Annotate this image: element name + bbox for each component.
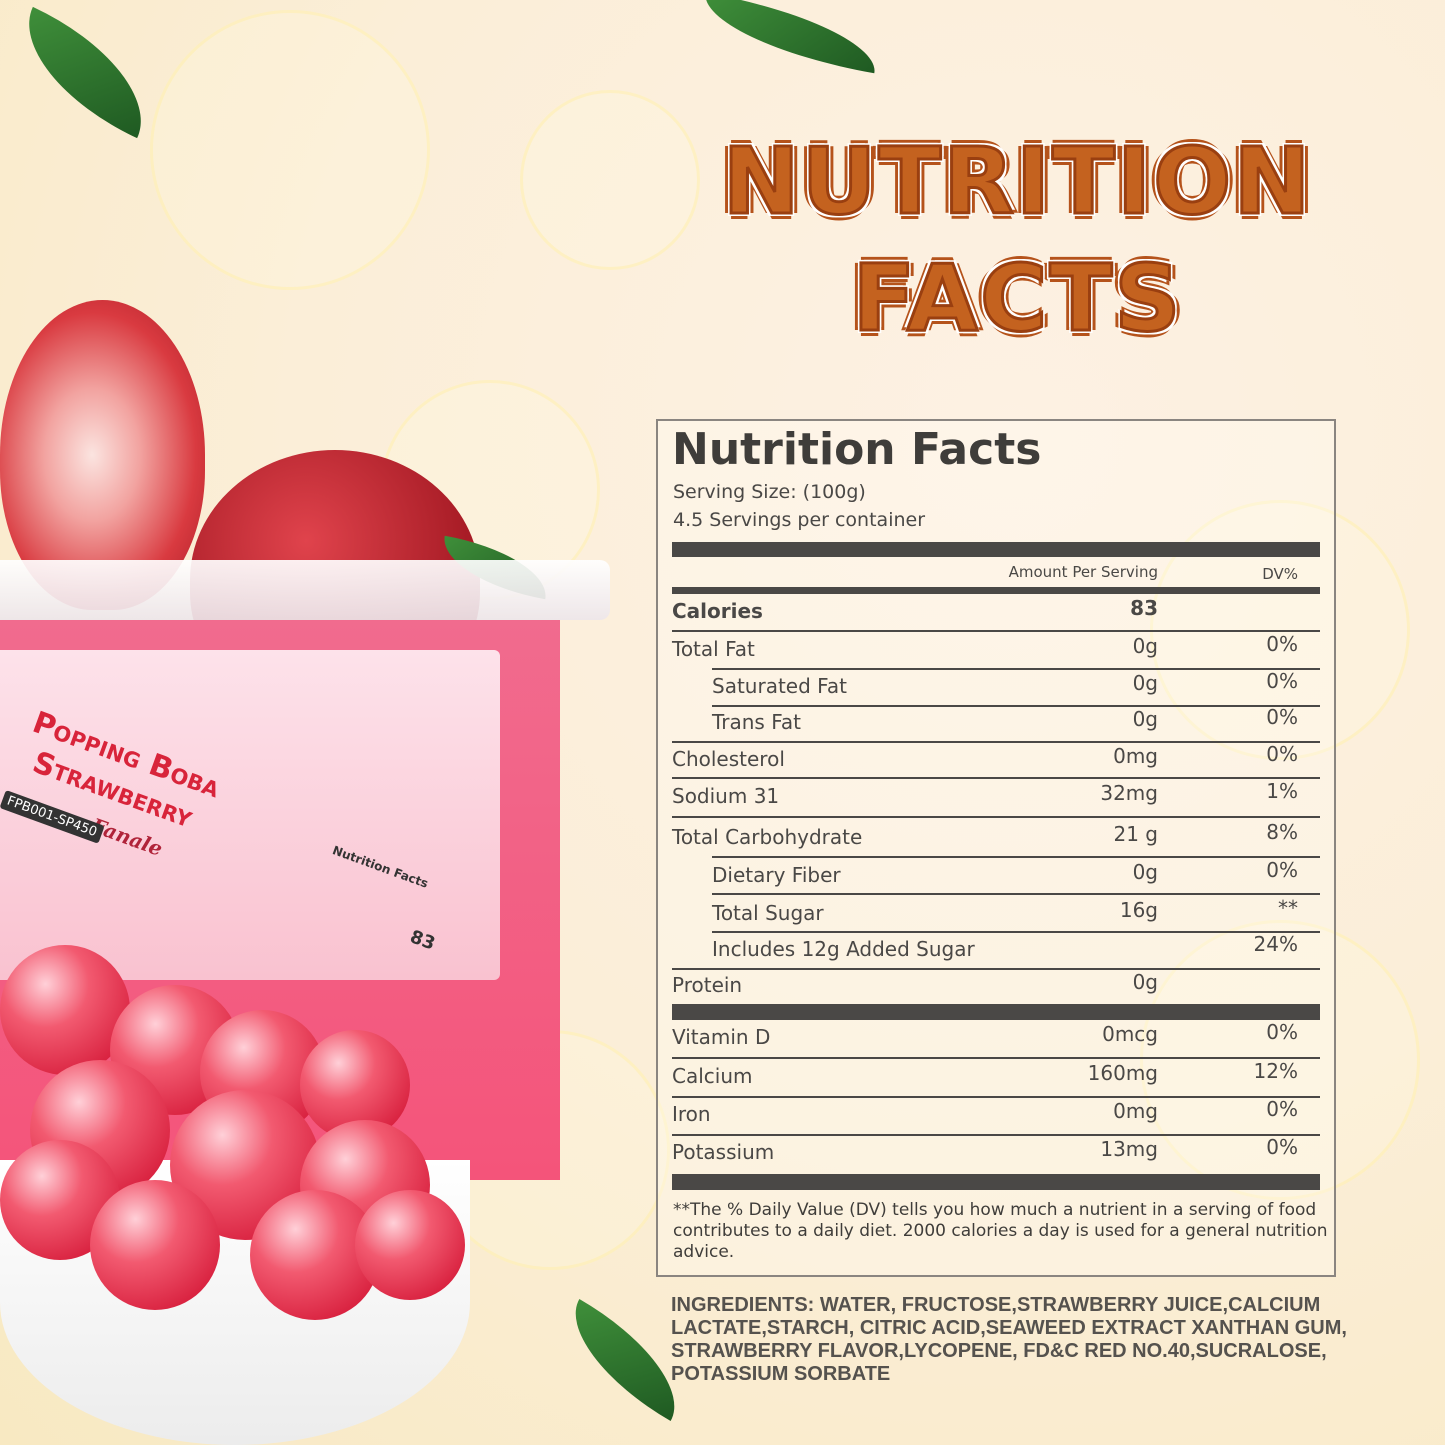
nutrient-dv: 0% <box>1266 742 1298 766</box>
nutrient-dv: 0% <box>1266 1135 1298 1159</box>
leaf-decoration <box>697 0 883 74</box>
row-divider <box>712 931 1320 933</box>
boba-pearl <box>0 945 130 1075</box>
heading-line-1: NUTRITION <box>721 127 1313 237</box>
row-divider <box>672 630 1320 632</box>
nutrient-label: Total Sugar <box>712 901 824 925</box>
panel-title: Nutrition Facts <box>672 424 1042 475</box>
row-divider <box>712 893 1320 895</box>
nutrient-dv: 24% <box>1253 932 1298 956</box>
nutrient-label: Dietary Fiber <box>712 863 841 887</box>
row-divider <box>712 668 1320 670</box>
nutrient-amount: 83 <box>1130 596 1158 620</box>
nutrient-amount: 0g <box>1132 634 1158 658</box>
nutrient-label: Trans Fat <box>712 710 801 734</box>
row-divider <box>672 741 1320 743</box>
nutrient-amount: 16g <box>1119 898 1158 922</box>
ingredients-list: INGREDIENTS: WATER, FRUCTOSE,STRAWBERRY … <box>671 1294 1347 1385</box>
nutrient-dv: 0% <box>1266 858 1298 882</box>
nutrient-label: Iron <box>672 1102 711 1126</box>
nutrient-dv: 0% <box>1266 669 1298 693</box>
nutrient-amount: 0g <box>1132 860 1158 884</box>
nutrient-dv: 1% <box>1266 779 1298 803</box>
nutrient-label: Sodium 31 <box>672 784 780 808</box>
nutrient-dv: 0% <box>1266 632 1298 656</box>
row-divider <box>712 705 1320 707</box>
boba-pearl <box>355 1190 465 1300</box>
tub-lid <box>0 560 610 620</box>
nutrient-dv: ** <box>1278 896 1298 920</box>
row-divider <box>672 816 1320 818</box>
nutrient-label: Includes 12g Added Sugar <box>712 937 975 961</box>
nutrient-label: Total Carbohydrate <box>672 825 863 849</box>
nutrient-label: Total Fat <box>672 637 755 661</box>
nutrient-amount: 0g <box>1132 970 1158 994</box>
serving-size: Serving Size: (100g) <box>673 481 866 503</box>
nutrient-amount: 160mg <box>1087 1061 1158 1085</box>
nutrient-amount: 21 g <box>1113 822 1158 846</box>
nutrient-amount: 13mg <box>1100 1137 1158 1161</box>
nutrient-label: Protein <box>672 973 743 997</box>
nutrient-label: Cholesterol <box>672 747 785 771</box>
row-divider <box>672 1134 1320 1136</box>
bubble-decoration <box>1140 920 1420 1200</box>
daily-value-footnote: **The % Daily Value (DV) tells you how m… <box>673 1200 1328 1262</box>
nutrient-dv: 12% <box>1253 1059 1298 1083</box>
medium-divider <box>672 587 1320 594</box>
nutrient-label: Potassium <box>672 1140 775 1164</box>
bubble-decoration <box>520 90 700 270</box>
heading-line-2: FACTS <box>851 244 1183 354</box>
row-divider <box>672 777 1320 779</box>
boba-pearl <box>90 1180 220 1310</box>
nutrient-amount: 0mcg <box>1102 1022 1158 1046</box>
nutrient-dv: 8% <box>1266 820 1298 844</box>
column-header-amount: Amount Per Serving <box>1008 563 1158 581</box>
servings-per-container: 4.5 Servings per container <box>673 509 926 531</box>
strawberry-half <box>0 300 205 610</box>
thick-divider <box>672 542 1320 557</box>
nutrient-dv: 0% <box>1266 1020 1298 1044</box>
thick-divider <box>672 1174 1320 1190</box>
nutrient-label: Calories <box>672 599 763 623</box>
nutrient-label: Saturated Fat <box>712 674 847 698</box>
row-divider <box>672 1057 1320 1059</box>
leaf-decoration <box>1 6 169 139</box>
nutrient-amount: 0g <box>1132 671 1158 695</box>
nutrient-label: Calcium <box>672 1064 753 1088</box>
row-divider <box>672 1096 1320 1098</box>
nutrient-dv: 0% <box>1266 705 1298 729</box>
row-divider <box>712 856 1320 858</box>
column-header-dv: DV% <box>1262 565 1298 583</box>
row-divider <box>672 968 1320 970</box>
nutrient-amount: 0mg <box>1113 744 1158 768</box>
nutrient-amount: 0g <box>1132 707 1158 731</box>
nutrient-dv: 0% <box>1266 1097 1298 1121</box>
nutrient-amount: 0mg <box>1113 1099 1158 1123</box>
nutrient-amount: 32mg <box>1100 781 1158 805</box>
bubble-decoration <box>150 10 430 290</box>
nutrient-label: Vitamin D <box>672 1025 771 1049</box>
tub-label <box>0 650 500 980</box>
thick-divider <box>672 1004 1320 1020</box>
